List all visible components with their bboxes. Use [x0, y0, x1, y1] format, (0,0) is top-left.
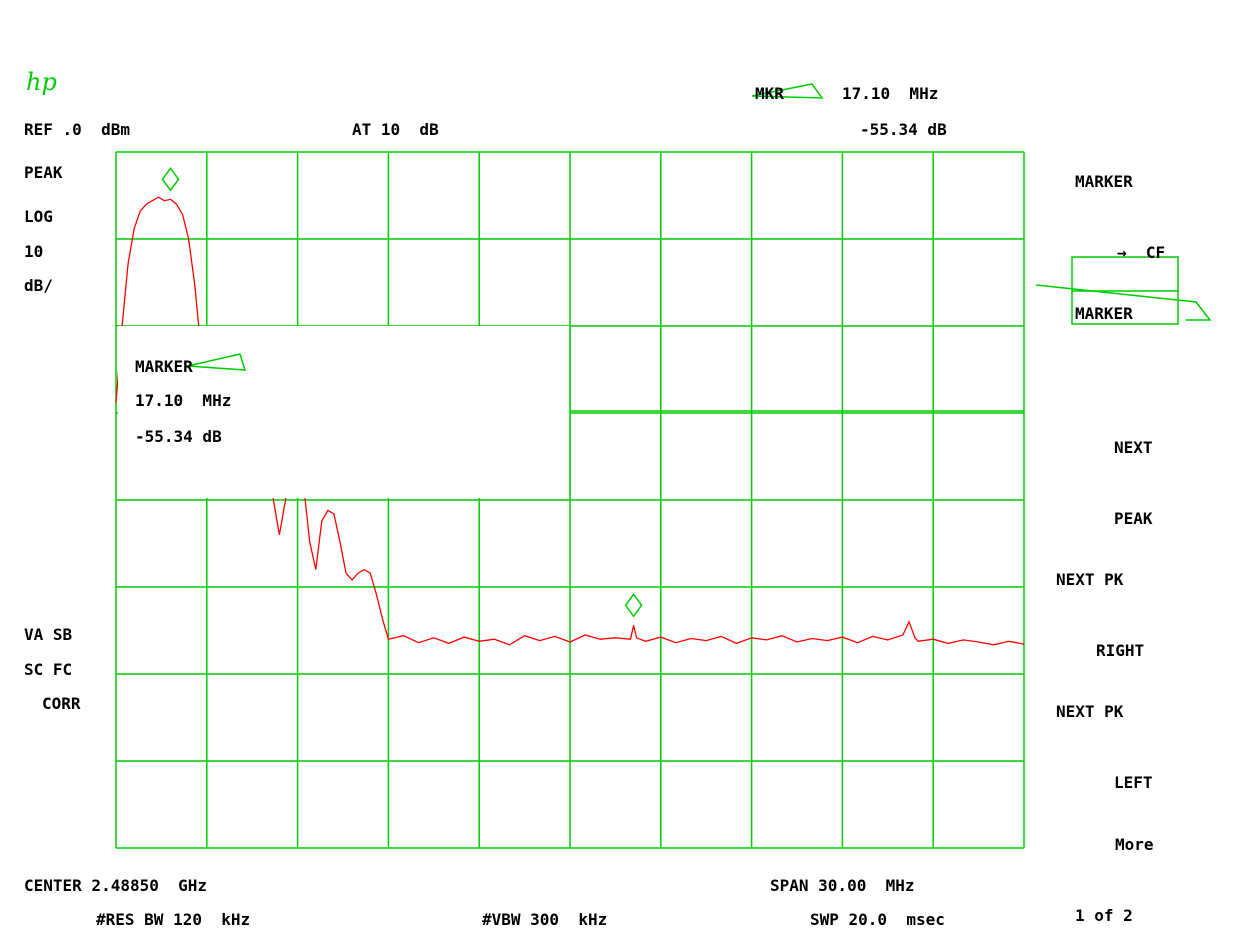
softkey-line: MARKER [1075, 172, 1133, 191]
softkey-marker-delta[interactable]: MARKER [1075, 269, 1133, 377]
softkey-next-pk-right[interactable]: NEXT PK RIGHT [1056, 535, 1144, 678]
softkey-line: LEFT [1114, 773, 1153, 792]
softkey-line: NEXT PK [1056, 702, 1124, 721]
marker-readout-box [118, 326, 570, 498]
softkey-line: RIGHT [1096, 641, 1145, 660]
scale-type: LOG [24, 207, 53, 226]
header-marker-level: -55.34 dB [860, 120, 947, 139]
reference-level: REF .0 dBm [24, 120, 130, 139]
scale-unit: dB/ [24, 276, 53, 295]
softkey-line: → CF [1117, 243, 1166, 262]
header-marker-freq: 17.10 MHz [842, 84, 939, 103]
softkey-next-peak[interactable]: NEXT PEAK [1114, 403, 1153, 546]
marker-layer [161, 167, 643, 618]
softkey-line: MARKER [1075, 304, 1133, 323]
softkey-next-pk-left[interactable]: NEXT PK LEFT [1056, 667, 1153, 810]
header-marker-label: MKR [755, 84, 784, 103]
marker-readout-level: -55.34 dB [135, 427, 222, 446]
softkey-line: NEXT PK [1056, 570, 1124, 589]
attenuation: AT 10 dB [352, 120, 439, 139]
marker-readout-label: MARKER [135, 357, 193, 376]
softkey-line: 1 of 2 [1075, 906, 1133, 925]
status-flag: VA SB [24, 625, 73, 644]
softkey-marker-to-cf[interactable]: MARKER → CF [1075, 137, 1165, 280]
scale-value: 10 [24, 242, 44, 261]
sweep-time: SWP 20.0 msec [810, 910, 945, 929]
softkey-line: More [1115, 835, 1154, 854]
marker-readout-freq: 17.10 MHz [135, 391, 232, 410]
marker-delta-icon [187, 353, 247, 371]
marker-diamond-icon [161, 167, 180, 192]
softkey-line: PEAK [1114, 509, 1153, 528]
hp-logo: hp [26, 68, 57, 96]
video-bandwidth: #VBW 300 kHz [482, 910, 608, 929]
softkey-arrow-icon [1035, 284, 1212, 321]
status-flag: SC FC [24, 660, 73, 679]
center-frequency: CENTER 2.48850 GHz [24, 876, 208, 895]
resolution-bandwidth: #RES BW 120 kHz [96, 910, 251, 929]
frequency-span: SPAN 30.00 MHz [770, 876, 915, 895]
detector-mode: PEAK [24, 163, 63, 182]
status-flag: CORR [42, 694, 81, 713]
graticule [115, 151, 1025, 849]
softkey-line: NEXT [1114, 438, 1153, 457]
marker-diamond-icon [624, 593, 643, 618]
softkey-more[interactable]: More 1 of 2 [1075, 800, 1154, 943]
header-marker-icon [751, 83, 824, 99]
